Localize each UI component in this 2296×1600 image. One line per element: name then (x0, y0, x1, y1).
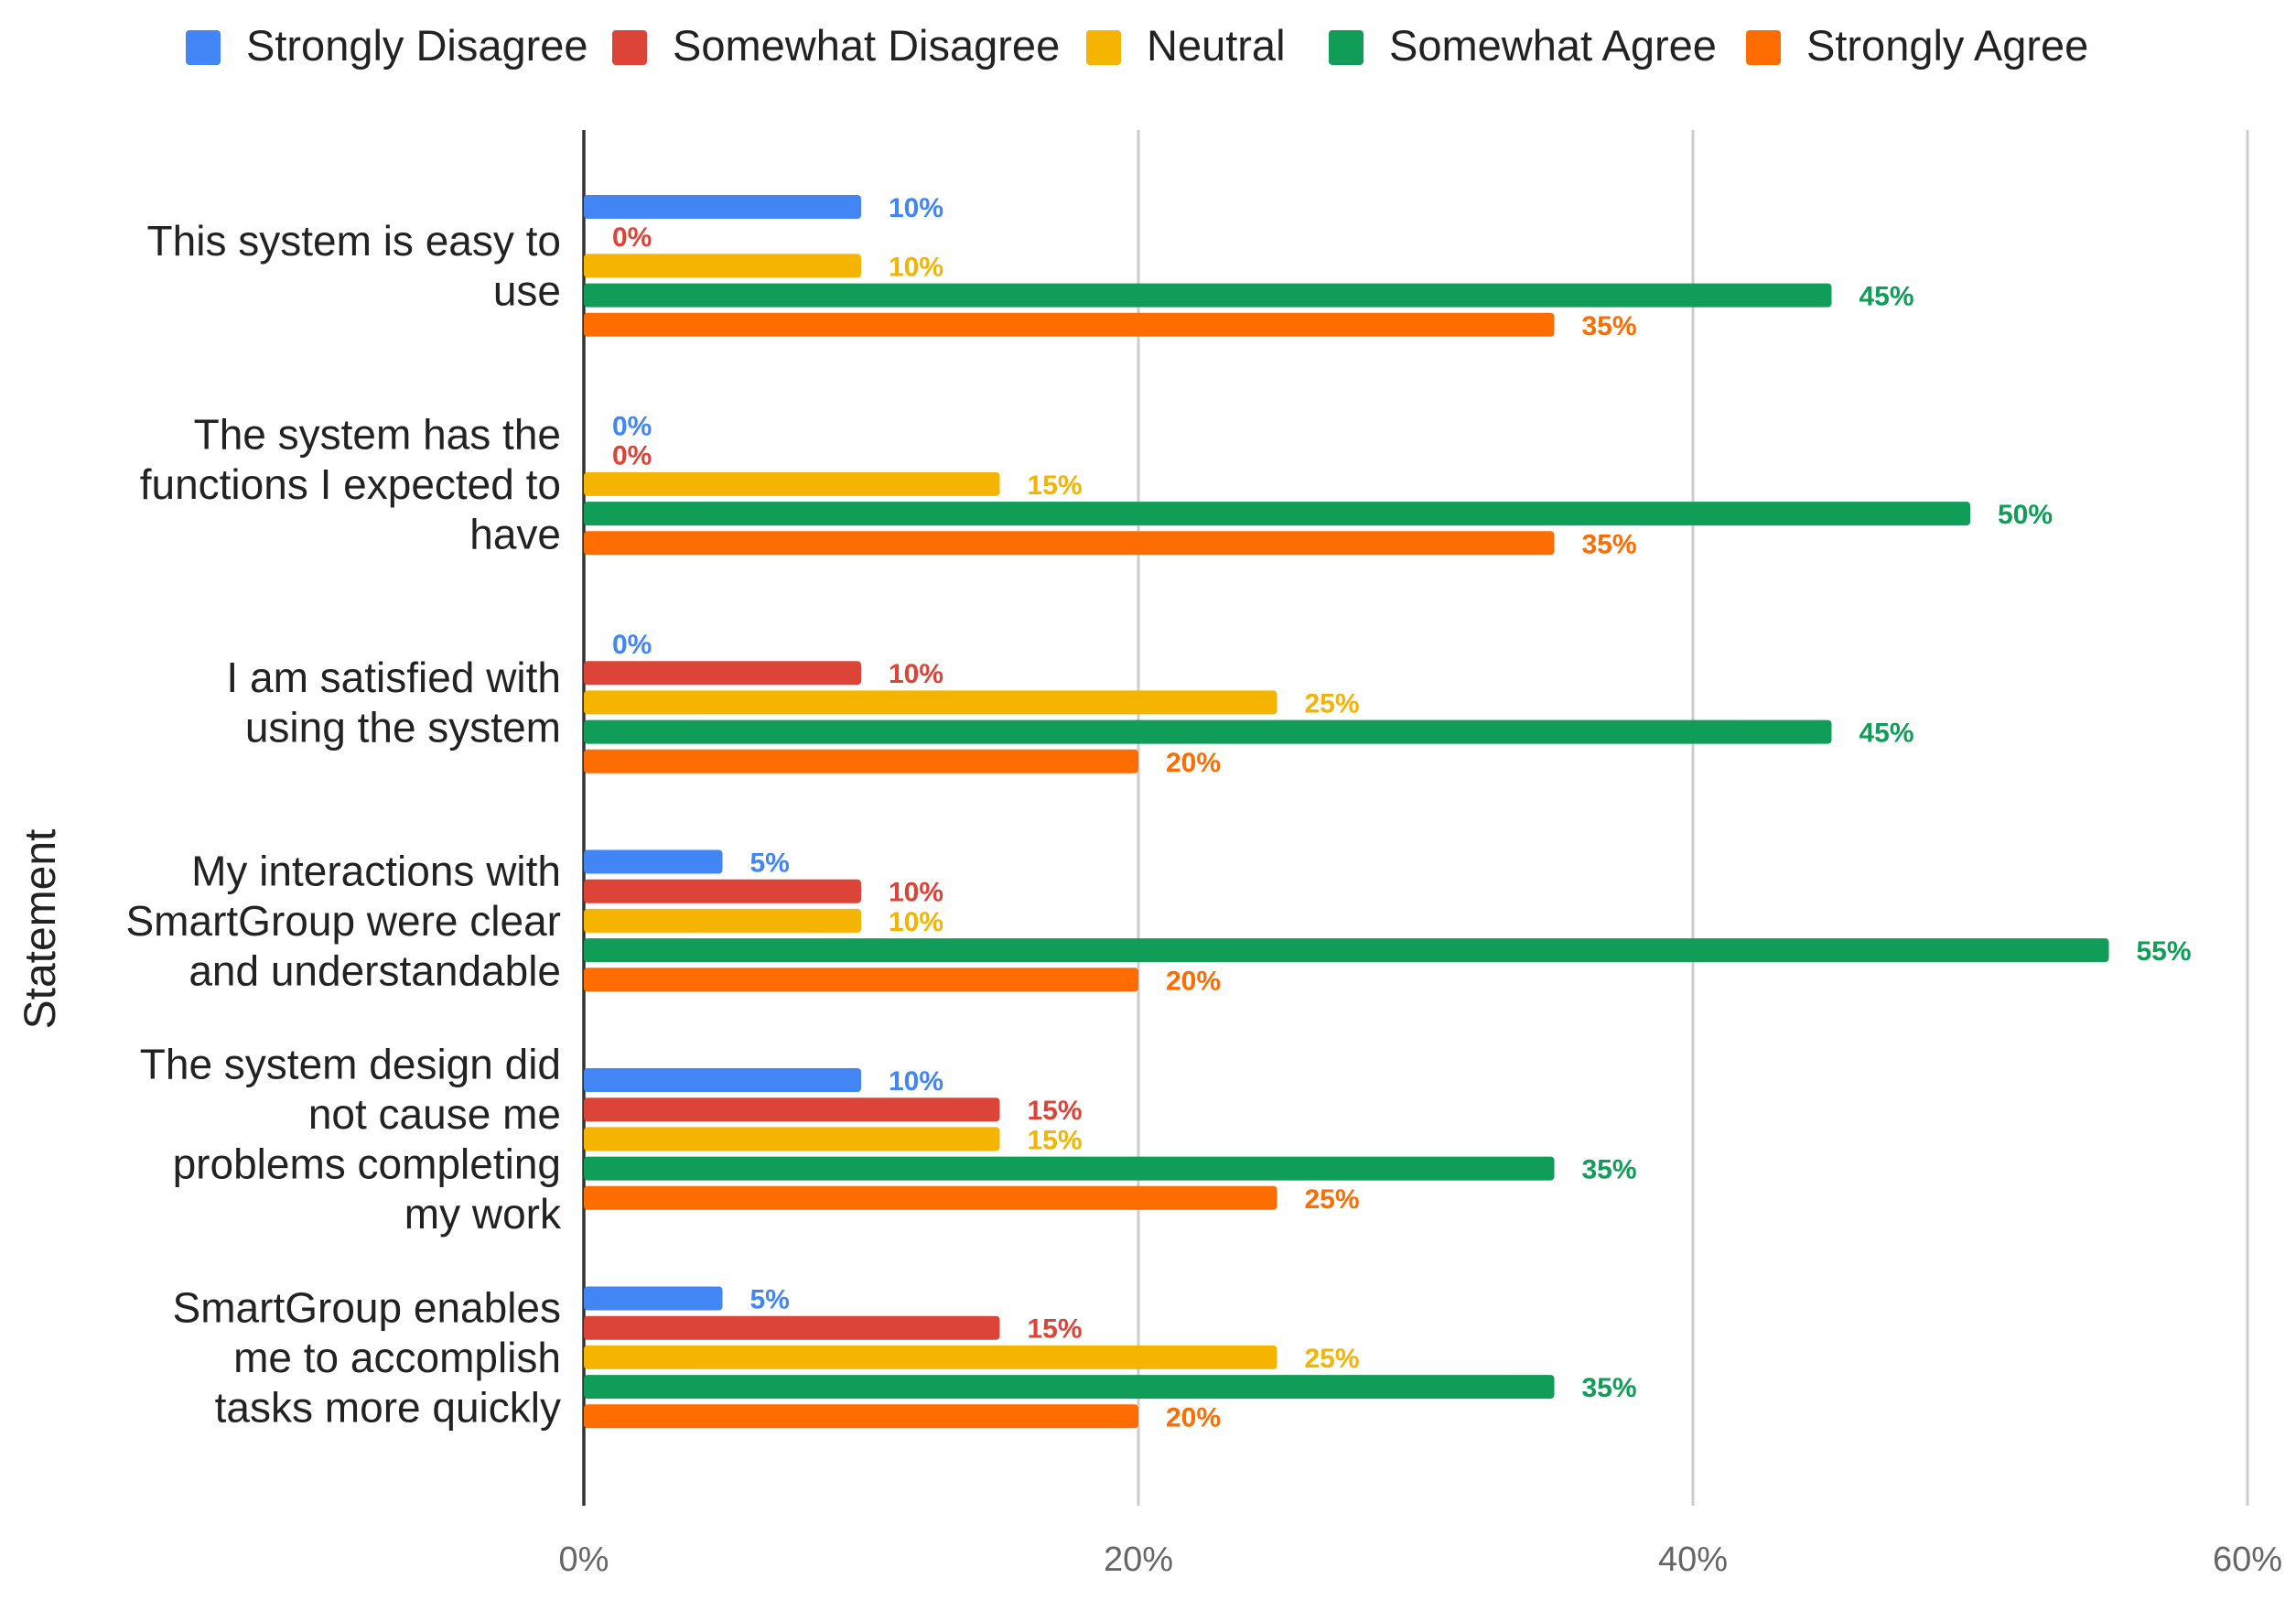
bar (584, 749, 1138, 773)
data-label: 15% (1028, 470, 1083, 501)
data-label: 35% (1582, 1373, 1637, 1403)
data-label: 20% (1166, 1402, 1221, 1432)
bar (584, 968, 1138, 992)
legend-item: Somewhat Agree (1329, 21, 1717, 70)
category-label: My interactions with SmartGroup were clea… (126, 847, 562, 994)
legend-swatch (612, 30, 647, 65)
legend-label: Strongly Disagree (246, 21, 588, 70)
x-axis-ticks: 0% 20% 40% 60% (559, 1541, 2282, 1579)
category-labels: This system is easy to use The system has … (126, 217, 562, 1431)
bar (584, 312, 1555, 337)
legend-item: Strongly Agree (1746, 21, 2088, 70)
data-label: 15% (1028, 1096, 1083, 1126)
data-label: 10% (889, 1066, 943, 1097)
data-label: 35% (1582, 1155, 1637, 1185)
data-label: 20% (1166, 966, 1221, 996)
x-tick-label: 60% (2213, 1541, 2282, 1579)
gridlines (582, 130, 2249, 1506)
data-label: 15% (1028, 1314, 1083, 1345)
bar (584, 1127, 1000, 1151)
data-labels: 10%0%10%45%35%0%0%15%50%35%0%10%25%45%20… (612, 193, 2192, 1432)
data-label: 35% (1582, 311, 1637, 341)
legend-swatch (1086, 30, 1121, 65)
data-label: 15% (1028, 1125, 1083, 1155)
data-label: 25% (1305, 1344, 1360, 1374)
data-label: 50% (1998, 500, 2053, 530)
legend-label: Somewhat Agree (1389, 21, 1717, 70)
data-label: 0% (612, 630, 652, 660)
bar (584, 502, 1970, 526)
bar (584, 879, 861, 903)
data-label: 10% (889, 252, 943, 282)
legend-swatch (1329, 30, 1364, 65)
bar (584, 1185, 1277, 1210)
bar (584, 283, 1832, 308)
bar (584, 1345, 1277, 1369)
x-tick-label: 0% (559, 1541, 609, 1579)
legend-swatch (1746, 30, 1781, 65)
data-label: 10% (889, 659, 943, 689)
data-label: 0% (612, 441, 652, 471)
legend-item: Somewhat Disagree (612, 21, 1060, 70)
bar (584, 661, 861, 686)
category-label: The system design did not cause me problem… (140, 1041, 562, 1238)
bar (584, 471, 1000, 496)
legend-swatch (186, 30, 221, 65)
legend-label: Neutral (1147, 21, 1286, 70)
data-label: 0% (612, 412, 652, 442)
y-axis-title: Statement (16, 829, 65, 1030)
bar (584, 531, 1555, 556)
bar (584, 254, 861, 278)
category-label: I am satisfied with using the system (226, 654, 561, 751)
bar (584, 1068, 861, 1092)
bar (584, 1097, 1000, 1122)
bar (584, 849, 723, 874)
legend-label: Somewhat Disagree (673, 21, 1060, 70)
bars (584, 195, 2109, 1429)
data-label: 5% (750, 849, 790, 879)
data-label: 10% (889, 907, 943, 937)
data-label: 10% (889, 193, 943, 223)
bar (584, 938, 2109, 963)
data-label: 35% (1582, 529, 1637, 559)
category-label: This system is easy to use (147, 217, 561, 315)
bar (584, 195, 861, 219)
bar (584, 908, 861, 933)
legend-label: Strongly Agree (1806, 21, 2088, 70)
data-label: 25% (1305, 688, 1360, 719)
legend: Strongly Disagree Somewhat Disagree Neutra… (186, 21, 2088, 70)
legend-item: Neutral (1086, 21, 1286, 70)
bar (584, 1315, 1000, 1340)
legend-item: Strongly Disagree (186, 21, 588, 70)
bar (584, 1156, 1555, 1181)
x-tick-label: 40% (1658, 1541, 1728, 1579)
data-label: 20% (1166, 748, 1221, 778)
data-label: 0% (612, 222, 652, 253)
category-label: SmartGroup enables me to accomplish tasks … (173, 1283, 561, 1431)
data-label: 10% (889, 878, 943, 908)
data-label: 25% (1305, 1184, 1360, 1215)
data-label: 45% (1859, 282, 1914, 312)
data-label: 45% (1859, 719, 1914, 749)
bar (584, 690, 1277, 715)
data-label: 5% (750, 1285, 790, 1315)
bar (584, 1286, 723, 1311)
bar (584, 1375, 1555, 1400)
bar (584, 719, 1832, 744)
data-label: 55% (2137, 936, 2192, 967)
category-label: The system has the functions I expected t… (140, 410, 561, 557)
bar (584, 1404, 1138, 1429)
x-tick-label: 20% (1104, 1541, 1173, 1579)
